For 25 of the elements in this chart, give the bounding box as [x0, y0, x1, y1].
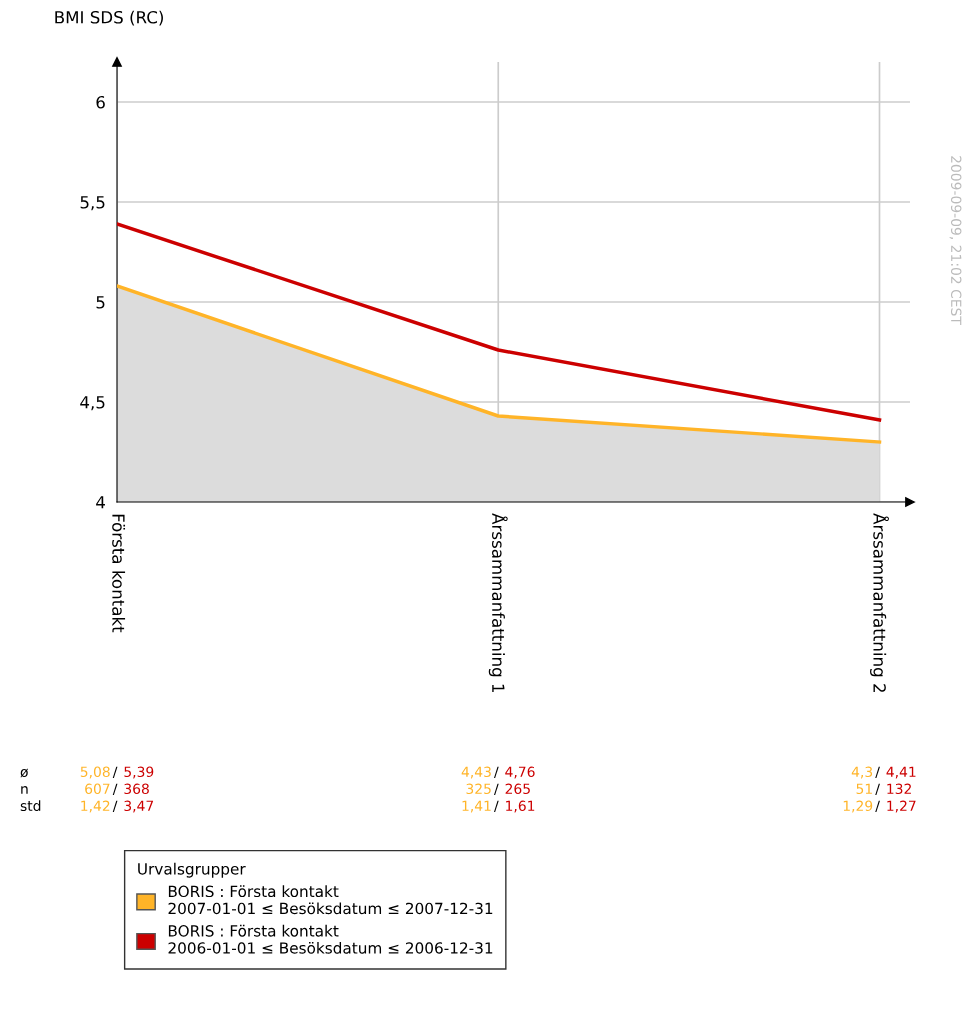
text: 5,08 / 5,39 — [80, 766, 154, 779]
text: ø — [20, 768, 28, 778]
y-axis-title: BMI SDS (RC) — [55, 10, 163, 26]
text: std — [20, 800, 41, 812]
text: 51 / 132 — [856, 783, 911, 796]
x-tick-label: Första kontakt — [112, 514, 126, 633]
text: 607 / 368 — [85, 783, 149, 796]
x-tick-label: Årssammanfattning 1 — [488, 513, 508, 693]
y-tick-label: 4,5 — [80, 396, 105, 411]
text: 4,3 / 4,41 — [851, 766, 916, 779]
y-tick-label: 4 — [96, 496, 105, 509]
text: 1,29 / 1,27 — [843, 800, 916, 813]
legend-label: BORIS : Första kontakt 2006-01-01 ≤ Besöksdatum ≤ 2006-12-31 — [168, 924, 493, 954]
legend-title: Urvalsgrupper — [138, 862, 246, 878]
text: 325 / 265 — [466, 783, 530, 796]
text: n — [21, 786, 28, 794]
text: 4,43 / 4,76 — [461, 766, 535, 779]
text: 1,41 / 1,61 — [462, 800, 535, 813]
x-tick-label: Årssammanfattning 2 — [870, 513, 889, 692]
legend-label: BORIS : Första kontakt 2007-01-01 ≤ Besöksdatum ≤ 2007-12-31 — [168, 885, 493, 915]
text: 1,42 / 3,47 — [81, 800, 154, 813]
y-tick-label: 6 — [96, 95, 105, 109]
y-tick-label: 5,5 — [80, 196, 105, 211]
y-tick-label: 5 — [96, 296, 105, 309]
text: 2009-09-09, 21:02 CEST — [949, 156, 962, 325]
